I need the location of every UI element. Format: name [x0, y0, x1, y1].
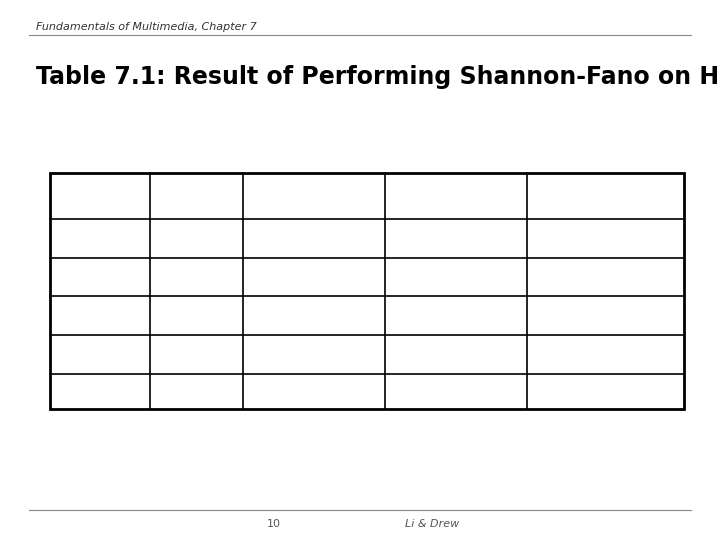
Text: Symbol: Symbol [74, 189, 126, 202]
Text: 2: 2 [192, 231, 201, 246]
Text: 110: 110 [442, 308, 471, 323]
Text: Table 7.1: Result of Performing Shannon-Fano on HELLO: Table 7.1: Result of Performing Shannon-… [36, 65, 720, 89]
Text: 10: 10 [596, 384, 616, 399]
Text: TOTAL # of bits:: TOTAL # of bits: [408, 385, 520, 399]
Text: 1: 1 [192, 269, 201, 285]
Text: 1: 1 [601, 231, 611, 246]
Text: E: E [96, 308, 105, 323]
Text: # of bits used: # of bits used [557, 189, 654, 202]
Text: L: L [96, 231, 104, 246]
Text: 3: 3 [600, 308, 611, 323]
Text: 1.32: 1.32 [297, 231, 330, 246]
Text: 2: 2 [601, 269, 611, 285]
Text: Li & Drew: Li & Drew [405, 519, 459, 530]
Text: H: H [94, 269, 106, 285]
Text: 0: 0 [451, 231, 461, 246]
Text: 2.32: 2.32 [297, 347, 330, 362]
Text: Code: Code [438, 189, 474, 202]
Text: 2.32: 2.32 [297, 308, 330, 323]
Text: $\mathrm{Log}_2\ \frac{1}{p_i}$: $\mathrm{Log}_2\ \frac{1}{p_i}$ [290, 183, 337, 208]
Text: 1: 1 [192, 308, 201, 323]
Text: 111: 111 [442, 347, 471, 362]
Text: 10: 10 [266, 519, 281, 530]
Text: Fundamentals of Multimedia, Chapter 7: Fundamentals of Multimedia, Chapter 7 [36, 22, 257, 32]
Text: Count: Count [176, 189, 217, 202]
Text: 10: 10 [446, 269, 466, 285]
Text: 3: 3 [600, 347, 611, 362]
Text: 1: 1 [192, 347, 201, 362]
Text: O: O [94, 347, 107, 362]
Text: 2.32: 2.32 [297, 269, 330, 285]
